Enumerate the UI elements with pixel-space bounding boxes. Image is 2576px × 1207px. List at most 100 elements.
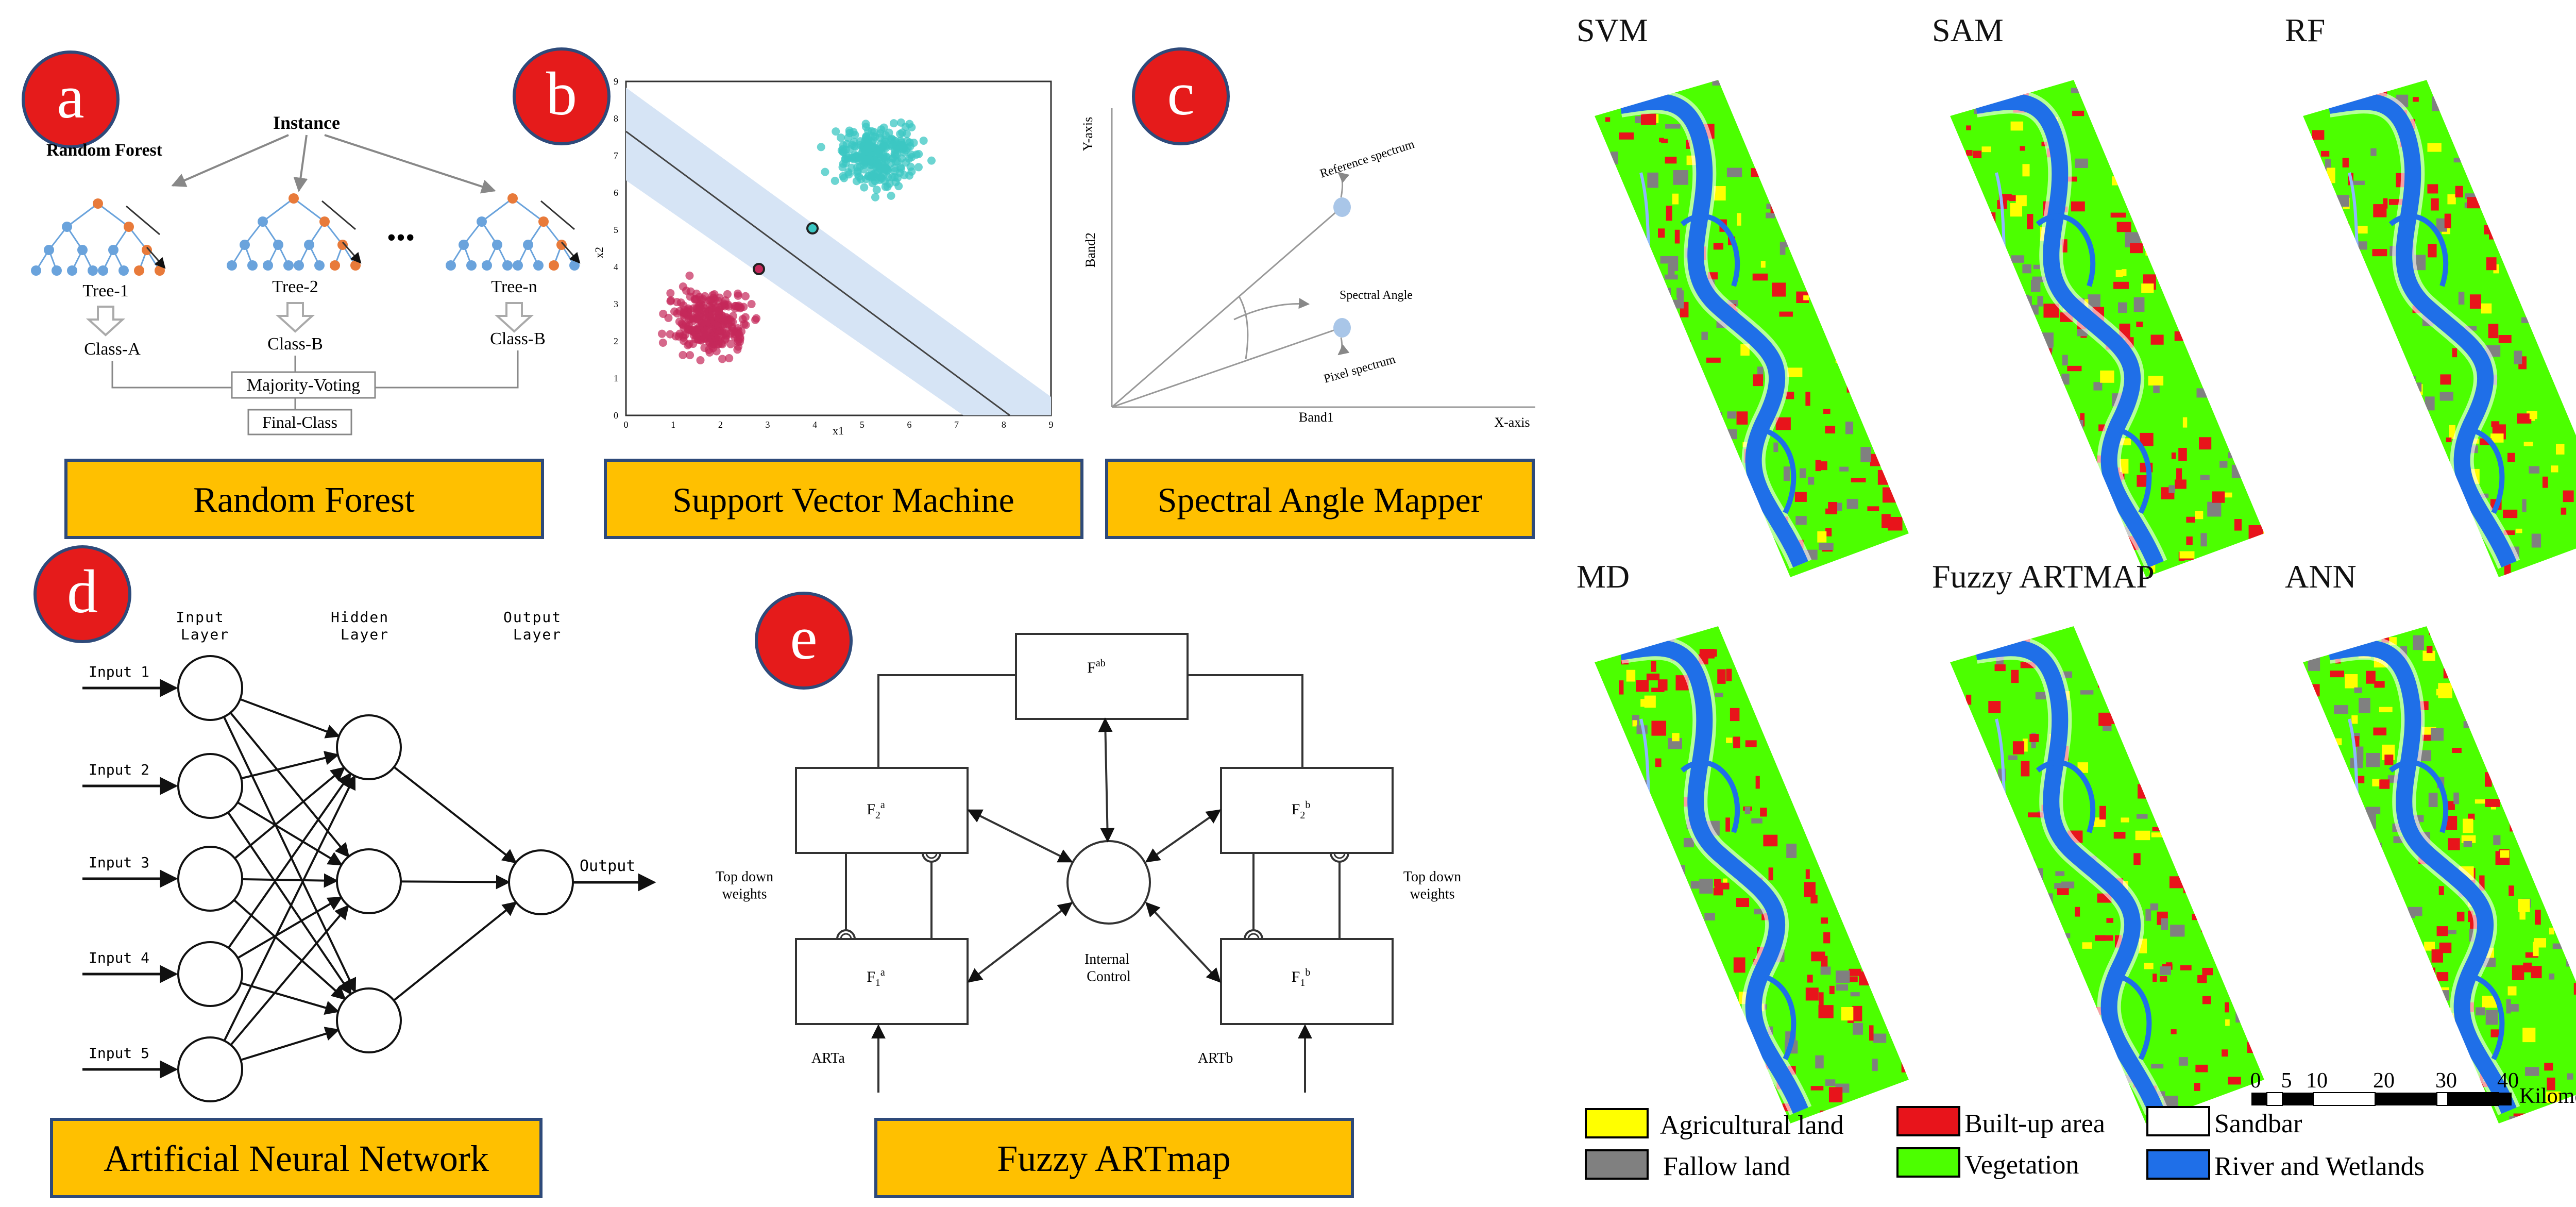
tree-node [482,260,492,271]
scale-tick-0: 0 [2250,1069,2261,1093]
svm-point-crimson [685,315,693,324]
svm-point-cyan [870,156,879,164]
svm-ylabel: x2 [592,247,605,258]
svm-xtick: 2 [718,420,723,430]
legend-swatch-sandbar [2146,1106,2210,1136]
svm-point-cyan [927,156,936,165]
svm-xtick: 1 [671,420,675,430]
svm-point-cyan [839,172,848,180]
svm-point-crimson [666,289,675,297]
map-title: SVM [1577,12,1648,48]
svm-point-crimson [725,315,734,324]
tree-node [502,260,513,271]
svm-point-crimson [685,271,694,280]
svm-point-cyan [903,137,911,145]
svm-point-cyan [821,167,829,176]
svm-xtick: 5 [860,420,865,430]
svm-ytick: 3 [614,299,618,309]
tree-node [263,260,273,271]
ann-input-node [177,846,243,912]
svm-points [657,118,936,365]
caption-sam: Spectral Angle Mapper [1158,480,1483,519]
svm-point-cyan [914,150,923,159]
rf-class-a: Class-A [84,340,141,359]
svm-xtick: 0 [624,420,629,430]
caption-svm-box [604,459,1083,539]
rf-vote-box [231,371,376,399]
map-title: ANN [2285,558,2357,595]
badge-a-letter: a [57,62,84,131]
tree-node [538,216,549,227]
tree-node [533,260,544,271]
svm-point-crimson [702,329,710,338]
sam-pixel-point [1333,318,1351,338]
tree-node [31,265,41,276]
tree-node [67,265,77,276]
ann-layer-hidden: Hidden Layer [331,609,399,643]
svm-point-cyan [836,133,845,142]
rf-vote-label: Majority-Voting [247,376,360,395]
svm-point-crimson [670,307,679,316]
ann-input-node [177,655,243,721]
svm-point-crimson [734,291,742,300]
map-title: SAM [1932,12,2004,48]
svm-point-cyan [907,150,916,159]
svm-ytick: 4 [614,262,618,272]
map-rf: RF [2285,12,2576,577]
sam-band2-label: Band2 [1083,232,1098,267]
tree-node [44,245,54,255]
svm-point-cyan [877,164,886,173]
svm-point-cyan [906,162,915,171]
tree-node [118,265,129,276]
svm-axis-ticks: 0 1 2 3 4 5 6 7 8 9 0 1 2 3 4 5 6 7 8 9 [614,76,1054,430]
tree-node [62,222,72,232]
tree-node [304,240,314,250]
tree-node [247,260,258,271]
tree-node [52,265,62,276]
svm-point-cyan [909,139,918,147]
map-title: MD [1577,558,1630,595]
scale-tick-40: 40 [2497,1069,2519,1093]
svm-point-cyan [914,163,923,172]
ann-layer-input: Input Layer [176,609,234,643]
tree-node [108,245,118,255]
svm-point-cyan [880,141,889,150]
svm-point-crimson [725,354,734,363]
legend-label-fallow: Fallow land [1663,1152,1790,1181]
svm-point-cyan [919,136,928,145]
svm-point-crimson [679,321,687,329]
rf-final-box [247,409,352,435]
caption-rf: Random Forest [193,480,415,520]
sam-angle-arc [1238,296,1249,360]
scale-tick-30: 30 [2435,1069,2457,1093]
tree-node [88,265,98,276]
svm-point-cyan [847,154,856,162]
artmap-fab-box [1015,633,1189,720]
svm-point-cyan [900,171,909,179]
tree-node [283,260,294,271]
svm-point-cyan [860,137,869,146]
badge-a [22,51,120,148]
svm-point-cyan [888,140,897,149]
svm-point-crimson [679,350,687,359]
rf-dots: ••• [387,223,415,253]
svm-point-cyan [870,143,879,152]
svm-point-crimson [658,339,667,347]
badge-c-letter: c [1167,59,1194,128]
artmap-f2b-box [1220,767,1394,854]
svm-point-crimson [714,296,723,305]
caption-ann: Artificial Neural Network [104,1138,489,1179]
badge-d [33,545,131,643]
svm-point-cyan [891,157,900,166]
rf-tree-graph [227,193,362,271]
tree-node [319,216,330,227]
svm-point-crimson [666,330,674,339]
svm-xtick: 6 [907,420,912,430]
rf-instance-label: Instance [273,112,340,133]
tree-node [142,245,152,255]
svm-point-crimson [752,314,761,323]
svm-point-crimson [735,330,743,339]
caption-svm: Support Vector Machine [672,480,1014,519]
tree-node [124,222,134,232]
ann-hidden-node [336,848,402,914]
